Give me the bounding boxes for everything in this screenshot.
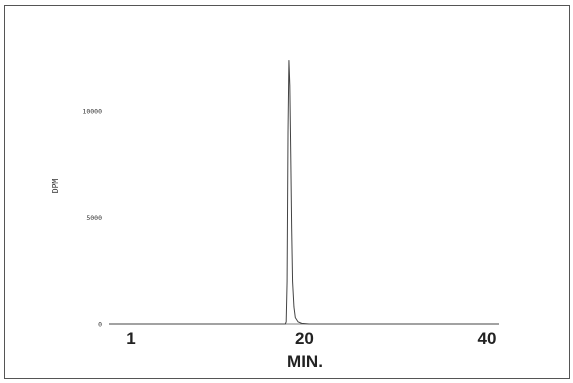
series-line (109, 60, 499, 325)
y-tick-label: 0 (98, 321, 102, 329)
x-tick-label: 20 (295, 329, 314, 348)
series-layer (109, 60, 499, 325)
chart-frame: 0 5000 10000 1 20 40 MIN. DPM (4, 5, 570, 379)
y-axis-ticks: 0 5000 10000 (82, 108, 102, 329)
x-axis-label: MIN. (287, 352, 323, 371)
x-tick-label: 1 (126, 329, 135, 348)
y-tick-label: 10000 (82, 108, 102, 116)
y-tick-label: 5000 (86, 214, 102, 222)
x-tick-label: 40 (478, 329, 497, 348)
y-axis-label: DPM (51, 179, 60, 194)
x-axis-ticks: 1 20 40 (126, 329, 496, 348)
chart-svg: 0 5000 10000 1 20 40 MIN. DPM (51, 60, 499, 371)
